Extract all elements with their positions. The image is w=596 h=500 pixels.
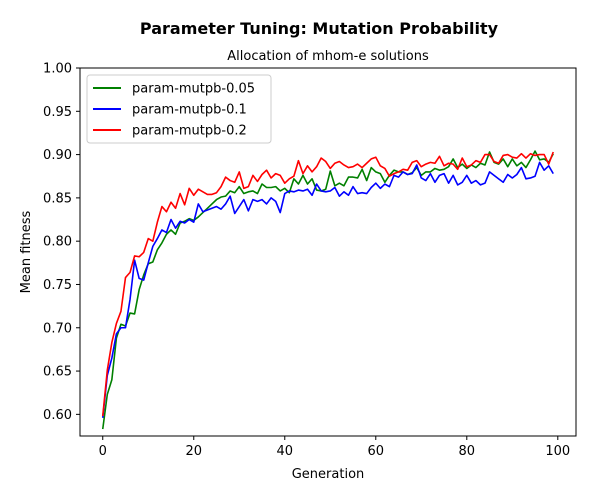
legend-entries: param-mutpb-0.05 param-mutpb-0.1 param-mut… [93,82,255,139]
legend-label-1: param-mutpb-0.1 [132,103,247,118]
y-axis-ticks: 0.60 0.65 0.70 0.75 0.80 0.85 0.90 0.95 1.00 [43,62,80,423]
x-tick-label: 60 [368,444,385,459]
plot-area: 0 20 40 60 80 100 0.60 0.65 0.70 0.75 0.80 0.85 0.9… [43,62,577,459]
x-tick-label: 20 [185,444,202,459]
y-tick-label: 0.70 [43,321,72,336]
legend: param-mutpb-0.05 param-mutpb-0.1 param-mut… [86,74,272,144]
y-tick-label: 0.60 [43,408,72,423]
y-tick-label: 1.00 [43,62,72,77]
legend-frame [86,74,272,144]
y-tick-label: 0.95 [43,105,72,120]
x-tick-label: 80 [459,444,476,459]
series-line-2 [101,151,554,417]
x-tick-label: 100 [545,444,570,459]
x-tick-label: 40 [276,444,293,459]
y-tick-label: 0.80 [43,235,72,250]
y-tick-label: 0.65 [43,365,72,380]
y-axis-label: Mean fitness [19,210,34,293]
series-line-1 [101,161,554,418]
chart-subtitle: Allocation of mhom-e solutions [227,49,429,64]
legend-label-0: param-mutpb-0.05 [132,82,255,97]
legend-label-2: param-mutpb-0.2 [132,124,247,139]
y-tick-label: 0.75 [43,278,72,293]
chart-title: Parameter Tuning: Mutation Probability [140,19,499,38]
x-axis-ticks: 0 20 40 60 80 100 [99,436,570,459]
axes-frame [79,67,577,437]
series-line-0 [101,150,554,430]
x-axis-label: Generation [292,467,365,482]
y-tick-label: 0.90 [43,148,72,163]
series-layer [101,150,554,430]
x-tick-label: 0 [99,444,107,459]
y-tick-label: 0.85 [43,191,72,206]
